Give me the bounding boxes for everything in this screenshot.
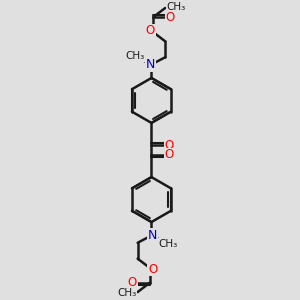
Text: CH₃: CH₃: [117, 289, 136, 298]
Text: O: O: [166, 11, 175, 24]
Text: N: N: [148, 229, 157, 242]
Text: CH₃: CH₃: [158, 239, 177, 249]
Text: O: O: [148, 262, 157, 275]
Text: O: O: [128, 276, 137, 289]
Text: N: N: [146, 58, 155, 71]
Text: O: O: [165, 148, 174, 161]
Text: O: O: [146, 25, 155, 38]
Text: CH₃: CH₃: [126, 51, 145, 61]
Text: CH₃: CH₃: [167, 2, 186, 11]
Text: O: O: [165, 139, 174, 152]
